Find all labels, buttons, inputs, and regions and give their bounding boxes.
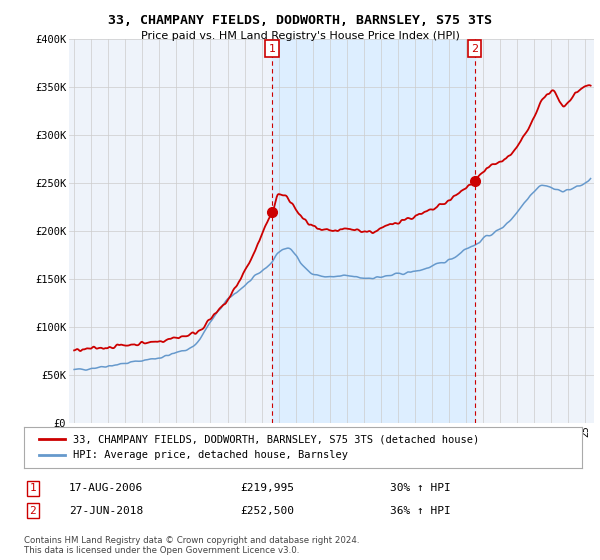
Text: 2: 2 xyxy=(29,506,37,516)
Text: 33, CHAMPANY FIELDS, DODWORTH, BARNSLEY, S75 3TS: 33, CHAMPANY FIELDS, DODWORTH, BARNSLEY,… xyxy=(108,14,492,27)
Text: Price paid vs. HM Land Registry's House Price Index (HPI): Price paid vs. HM Land Registry's House … xyxy=(140,31,460,41)
Text: Contains HM Land Registry data © Crown copyright and database right 2024.
This d: Contains HM Land Registry data © Crown c… xyxy=(24,536,359,556)
Text: 17-AUG-2006: 17-AUG-2006 xyxy=(69,483,143,493)
Bar xyxy=(272,39,475,423)
Text: 27-JUN-2018: 27-JUN-2018 xyxy=(69,506,143,516)
Text: 36% ↑ HPI: 36% ↑ HPI xyxy=(390,506,451,516)
Text: 1: 1 xyxy=(269,44,275,54)
Legend: 33, CHAMPANY FIELDS, DODWORTH, BARNSLEY, S75 3TS (detached house), HPI: Average : 33, CHAMPANY FIELDS, DODWORTH, BARNSLEY,… xyxy=(35,431,484,464)
Text: £252,500: £252,500 xyxy=(240,506,294,516)
Text: £219,995: £219,995 xyxy=(240,483,294,493)
Text: 1: 1 xyxy=(29,483,37,493)
Text: 2: 2 xyxy=(471,44,478,54)
Text: 30% ↑ HPI: 30% ↑ HPI xyxy=(390,483,451,493)
